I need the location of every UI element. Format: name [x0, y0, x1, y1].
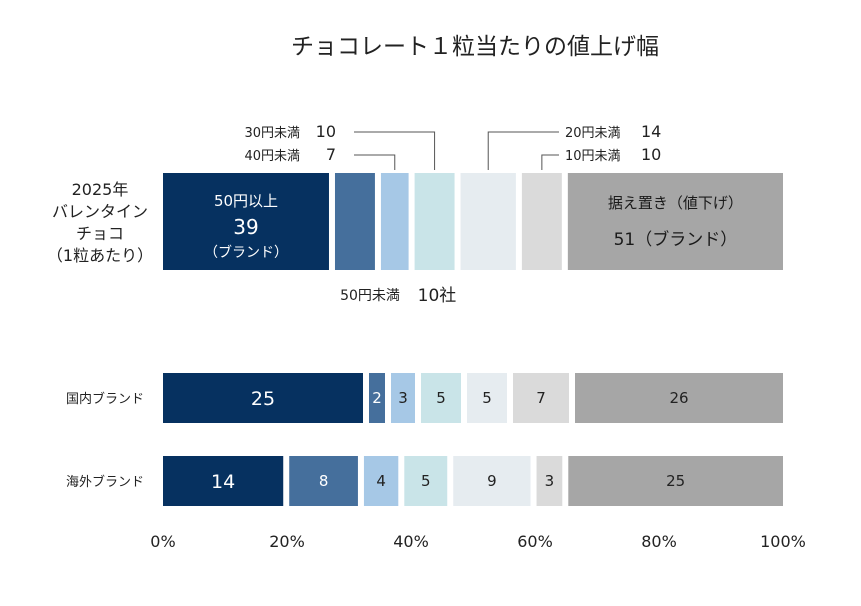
bar-segment: [163, 456, 284, 506]
data-label: 5: [421, 472, 431, 490]
callout-count: 14: [641, 122, 661, 141]
x-tick-label: 80%: [641, 532, 677, 551]
top-bar-label: チョコ: [76, 224, 124, 243]
top-bar-segment: [521, 173, 562, 270]
category-label: 海外ブランド: [66, 474, 144, 490]
bar-segment: [163, 373, 363, 423]
x-tick-label: 40%: [393, 532, 429, 551]
bar-segment: [289, 456, 358, 506]
callout-label: 40円未満: [244, 149, 300, 164]
top-bar-segment: [380, 173, 409, 270]
bar-segment: [421, 373, 461, 423]
x-tick-label: 100%: [760, 532, 806, 551]
callout-leader: [354, 154, 396, 170]
bar-segment: [536, 456, 563, 506]
callout-count: 7: [326, 145, 336, 164]
top-bar-segment: [460, 173, 516, 270]
callout-count: 10: [316, 122, 336, 141]
callout-label: 20円未満: [565, 126, 621, 141]
top-bar-group: 50円以上 39 （ブランド） 据え置き（値下げ） 51（ブランド） 2025年バレンタイ…: [47, 122, 783, 306]
data-label: 4: [376, 472, 386, 490]
callout-leader: [487, 131, 559, 170]
bar-segment: [513, 373, 569, 423]
data-label: 14: [211, 471, 235, 493]
category-label: 国内ブランド: [66, 391, 144, 407]
bracket-count: 10社: [418, 286, 457, 306]
callout-label: 10円未満: [565, 149, 621, 164]
bar-segment: [568, 456, 783, 506]
data-label: 25: [666, 472, 685, 490]
segment-label: 据え置き（値下げ）: [608, 194, 743, 212]
data-label: 8: [319, 472, 329, 490]
data-label: 25: [251, 388, 275, 410]
data-label: 9: [487, 472, 497, 490]
top-bar-segment: [414, 173, 455, 270]
top-bar-segment: [567, 173, 783, 270]
data-label: 5: [482, 389, 492, 407]
segment-value: 51（ブランド）: [614, 229, 738, 250]
segment-value: 39: [233, 215, 258, 239]
data-label: 5: [436, 389, 446, 407]
top-bar-segment: [163, 173, 329, 270]
callout-leader: [354, 131, 436, 170]
data-label: 26: [669, 389, 688, 407]
segment-label: 50円以上: [214, 192, 278, 210]
bar-segment: [369, 373, 385, 423]
callout-count: 10: [641, 145, 661, 164]
callout-label: 30円未満: [244, 126, 300, 141]
x-tick-label: 60%: [517, 532, 553, 551]
x-axis: 0% 20% 40% 60% 80% 100%: [150, 532, 806, 551]
bar-segment: [453, 456, 531, 506]
x-tick-label: 20%: [269, 532, 305, 551]
top-bar-label: バレンタイン: [52, 202, 148, 221]
x-tick-label: 0%: [150, 532, 175, 551]
data-label: 7: [536, 389, 546, 407]
bracket-label: 50円未満: [340, 288, 400, 304]
top-bar-segment: [334, 173, 375, 270]
top-bar-label: 2025年: [72, 180, 129, 199]
bar-segment: [575, 373, 783, 423]
bar-segment: [404, 456, 448, 506]
segment-label: （ブランド）: [204, 244, 288, 261]
bar-segment: [391, 373, 415, 423]
data-label: 2: [372, 389, 382, 407]
top-bar-label: （1粒あたり）: [47, 246, 153, 265]
data-label: 3: [398, 389, 408, 407]
callout-leader: [541, 154, 559, 170]
bar-segment: [467, 373, 507, 423]
chart-title: チョコレート１粒当たりの値上げ幅: [291, 34, 659, 60]
bar-segment: [363, 456, 399, 506]
data-label: 3: [545, 472, 555, 490]
